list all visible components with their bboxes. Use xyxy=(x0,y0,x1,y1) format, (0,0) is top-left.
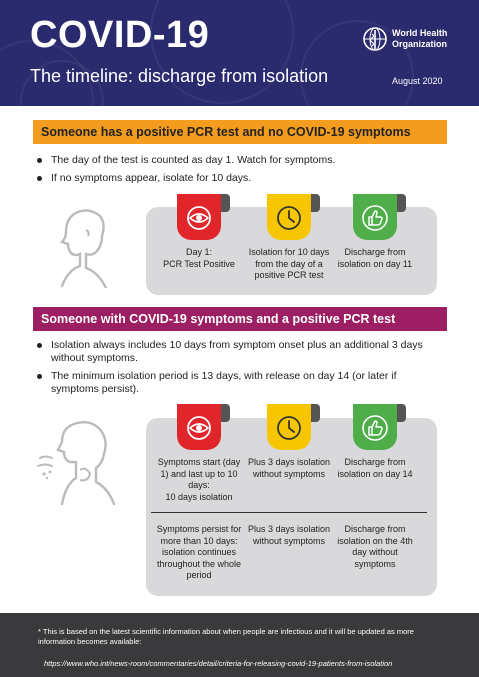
section2-row1-symptoms: Symptoms start (day 1) and last up to 10… xyxy=(157,457,241,502)
yellow-badge-tab xyxy=(310,194,320,212)
red-badge xyxy=(177,194,221,240)
coughing-person-icon xyxy=(37,421,116,506)
section2-bullet-1: Isolation always includes 10 days from s… xyxy=(33,339,447,365)
footer-url-link[interactable]: https://www.who.int/news-room/commentari… xyxy=(44,659,393,668)
thumbs-up-icon xyxy=(362,205,388,231)
section2-row1-plus3: Plus 3 days isolation without symptoms xyxy=(247,457,331,479)
green-badge xyxy=(353,194,397,240)
clock-icon xyxy=(277,206,301,230)
section2-row1-discharge: Discharge from isolation on day 14 xyxy=(337,457,413,479)
red-badge xyxy=(177,404,221,450)
section1-cell-isolation: Isolation for 10 days from the day of a … xyxy=(248,247,330,280)
section1-bullets: The day of the test is counted as day 1.… xyxy=(33,154,447,190)
footer-note: * This is based on the latest scientific… xyxy=(38,627,414,646)
yellow-badge xyxy=(267,194,311,240)
yellow-badge xyxy=(267,404,311,450)
page-title: COVID-19 xyxy=(30,14,210,56)
green-badge-tab xyxy=(396,404,406,422)
virus-eye-icon xyxy=(187,206,211,230)
section1-bullet-2: If no symptoms appear, isolate for 10 da… xyxy=(33,172,447,185)
section2-row2-plus3: Plus 3 days isolation without symptoms xyxy=(247,524,331,546)
who-emblem-icon xyxy=(363,27,387,51)
section2-bullets: Isolation always includes 10 days from s… xyxy=(33,339,447,401)
green-badge-tab xyxy=(396,194,406,212)
red-badge-tab xyxy=(220,194,230,212)
yellow-badge-tab xyxy=(310,404,320,422)
section1-bullet-1: The day of the test is counted as day 1.… xyxy=(33,154,447,167)
green-badge xyxy=(353,404,397,450)
page-subtitle: The timeline: discharge from isolation xyxy=(30,66,329,86)
red-badge-tab xyxy=(220,404,230,422)
virus-eye-icon xyxy=(187,416,211,440)
header-banner: COVID-19 The timeline: discharge from is… xyxy=(0,0,479,106)
section1-banner: Someone has a positive PCR test and no C… xyxy=(33,120,447,144)
person-icon xyxy=(59,209,108,288)
section2-bullet-2: The minimum isolation period is 13 days,… xyxy=(33,370,447,396)
publication-date: August 2020 xyxy=(392,76,443,86)
section2-row2-symptoms: Symptoms persist for more than 10 days: … xyxy=(156,524,242,580)
section2-divider xyxy=(151,512,427,513)
who-logo-text: World Health Organization xyxy=(392,28,448,49)
thumbs-up-icon xyxy=(362,415,388,441)
section2-row2-discharge: Discharge from isolation on the 4th day … xyxy=(337,524,413,569)
section1-cell-discharge: Discharge from isolation on day 11 xyxy=(337,247,413,269)
footer: * This is based on the latest scientific… xyxy=(0,613,479,677)
section2-banner: Someone with COVID-19 symptoms and a pos… xyxy=(33,307,447,331)
clock-icon xyxy=(277,416,301,440)
section1-cell-day1: Day 1: PCR Test Positive xyxy=(163,247,235,269)
who-logo: World Health Organization xyxy=(362,26,470,52)
